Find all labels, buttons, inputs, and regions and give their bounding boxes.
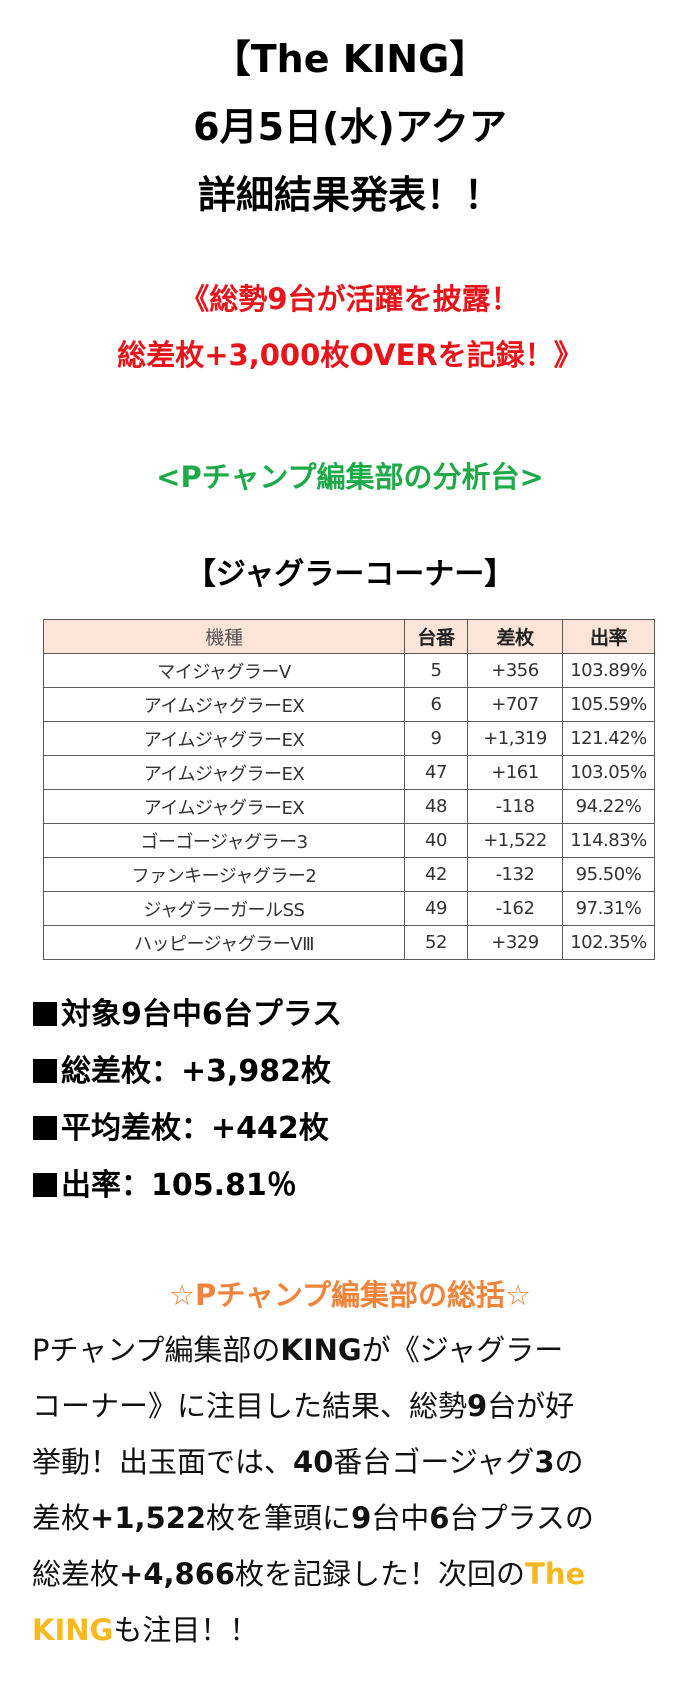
table-row: ハッピージャグラーVⅢ 52 +329 102.35% bbox=[43, 925, 655, 960]
review-line-3: 挙動！出玉面では、40番台ゴージャグ3の bbox=[32, 1445, 584, 1479]
summary-total-diff: 総差枚：+3,982枚 bbox=[33, 1052, 331, 1092]
review-title: ☆Pチャンプ編集部の総括☆ bbox=[168, 1278, 532, 1312]
table-header-row: 機種 台番 差枚 出率 bbox=[43, 619, 655, 654]
cell-rate: 103.89% bbox=[562, 653, 655, 688]
table-row: ジャグラーガールSS 49 -162 97.31% bbox=[43, 891, 655, 926]
table-row: アイムジャグラーEX 47 +161 103.05% bbox=[43, 755, 655, 790]
table-row: ファンキージャグラー2 42 -132 95.50% bbox=[43, 857, 655, 892]
cell-rate: 121.42% bbox=[562, 721, 655, 756]
highlight-line-2: 総差枚+3,000枚OVERを記録！》 bbox=[117, 338, 583, 372]
cell-number: 52 bbox=[404, 925, 468, 960]
the-king-highlight: The bbox=[525, 1557, 586, 1591]
cell-number: 48 bbox=[404, 789, 468, 824]
cell-rate: 95.50% bbox=[562, 857, 655, 892]
cell-rate: 102.35% bbox=[562, 925, 655, 960]
cell-machine: アイムジャグラーEX bbox=[43, 755, 405, 790]
square-bullet-icon bbox=[33, 1059, 57, 1083]
cell-diff: -118 bbox=[467, 789, 563, 824]
column-header-number: 台番 bbox=[404, 619, 468, 654]
cell-machine: ハッピージャグラーVⅢ bbox=[43, 925, 405, 960]
cell-rate: 103.05% bbox=[562, 755, 655, 790]
cell-diff: +329 bbox=[467, 925, 563, 960]
summary-payout-rate: 出率：105.81％ bbox=[33, 1166, 297, 1206]
cell-rate: 114.83% bbox=[562, 823, 655, 858]
table-row: アイムジャグラーEX 48 -118 94.22% bbox=[43, 789, 655, 824]
review-line-1: Pチャンプ編集部のKINGが《ジャグラー bbox=[32, 1333, 564, 1367]
review-line-5: 総差枚+4,866枚を記録した！次回のThe bbox=[32, 1557, 586, 1591]
results-table: 機種 台番 差枚 出率 マイジャグラーV 5 +356 103.89% アイムジ… bbox=[43, 619, 655, 960]
cell-machine: ジャグラーガールSS bbox=[43, 891, 405, 926]
analysis-label: <Pチャンプ編集部の分析台> bbox=[156, 460, 544, 494]
cell-rate: 105.59% bbox=[562, 687, 655, 722]
cell-number: 47 bbox=[404, 755, 468, 790]
cell-number: 6 bbox=[404, 687, 468, 722]
review-line-4: 差枚+1,522枚を筆頭に9台中6台プラスの bbox=[32, 1501, 594, 1535]
cell-machine: マイジャグラーV bbox=[43, 653, 405, 688]
cell-machine: ゴーゴージャグラー3 bbox=[43, 823, 405, 858]
page-title: 【The KING】 bbox=[212, 37, 488, 81]
cell-diff: +707 bbox=[467, 687, 563, 722]
cell-machine: アイムジャグラーEX bbox=[43, 687, 405, 722]
cell-number: 49 bbox=[404, 891, 468, 926]
table-row: アイムジャグラーEX 9 +1,319 121.42% bbox=[43, 721, 655, 756]
highlight-line-1: 《総勢9台が活躍を披露！ bbox=[180, 282, 520, 316]
square-bullet-icon bbox=[33, 1116, 57, 1140]
summary-average-diff: 平均差枚：+442枚 bbox=[33, 1109, 329, 1149]
column-header-diff: 差枚 bbox=[467, 619, 563, 654]
cell-rate: 97.31% bbox=[562, 891, 655, 926]
cell-diff: -162 bbox=[467, 891, 563, 926]
square-bullet-icon bbox=[33, 1002, 57, 1026]
review-line-6: KINGも注目！！ bbox=[32, 1613, 259, 1647]
cell-number: 40 bbox=[404, 823, 468, 858]
review-line-2: コーナー》に注目した結果、総勢9台が好 bbox=[32, 1389, 575, 1423]
event-date: 6月5日(水)アクア bbox=[193, 105, 507, 149]
square-bullet-icon bbox=[33, 1173, 57, 1197]
headline: 詳細結果発表！！ bbox=[197, 173, 502, 217]
table-row: ゴーゴージャグラー3 40 +1,522 114.83% bbox=[43, 823, 655, 858]
cell-machine: アイムジャグラーEX bbox=[43, 721, 405, 756]
table-row: マイジャグラーV 5 +356 103.89% bbox=[43, 653, 655, 688]
summary-plus-count: 対象9台中6台プラス bbox=[33, 995, 342, 1035]
cell-diff: +161 bbox=[467, 755, 563, 790]
cell-rate: 94.22% bbox=[562, 789, 655, 824]
king-highlight: KING bbox=[32, 1613, 114, 1647]
cell-diff: +1,319 bbox=[467, 721, 563, 756]
cell-number: 5 bbox=[404, 653, 468, 688]
cell-machine: ファンキージャグラー2 bbox=[43, 857, 405, 892]
column-header-rate: 出率 bbox=[562, 619, 655, 654]
cell-diff: +1,522 bbox=[467, 823, 563, 858]
cell-diff: -132 bbox=[467, 857, 563, 892]
cell-number: 42 bbox=[404, 857, 468, 892]
cell-number: 9 bbox=[404, 721, 468, 756]
cell-machine: アイムジャグラーEX bbox=[43, 789, 405, 824]
column-header-machine: 機種 bbox=[43, 619, 405, 654]
cell-diff: +356 bbox=[467, 653, 563, 688]
section-title: 【ジャグラーコーナー】 bbox=[185, 557, 515, 592]
table-row: アイムジャグラーEX 6 +707 105.59% bbox=[43, 687, 655, 722]
